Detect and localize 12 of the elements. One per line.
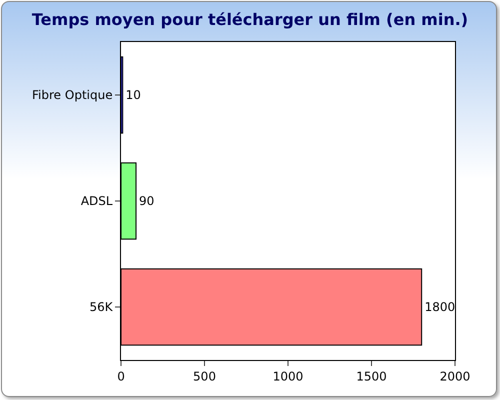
x-tick-label: 1500 — [356, 369, 387, 384]
data-label: 1800 — [424, 300, 456, 314]
data-label: 10 — [126, 88, 141, 102]
chart-title: Temps moyen pour télécharger un film (en min.) — [32, 10, 468, 30]
x-tick-label: 0 — [117, 369, 125, 384]
y-tick-label: 56K — [89, 300, 114, 314]
data-label: 90 — [139, 194, 154, 208]
y-tick-label: Fibre Optique — [32, 88, 113, 102]
x-tick-label: 2000 — [440, 369, 470, 384]
x-tick-label: 500 — [193, 369, 216, 384]
y-tick-label: ADSL — [80, 194, 113, 208]
x-tick-label: 1000 — [272, 369, 304, 384]
